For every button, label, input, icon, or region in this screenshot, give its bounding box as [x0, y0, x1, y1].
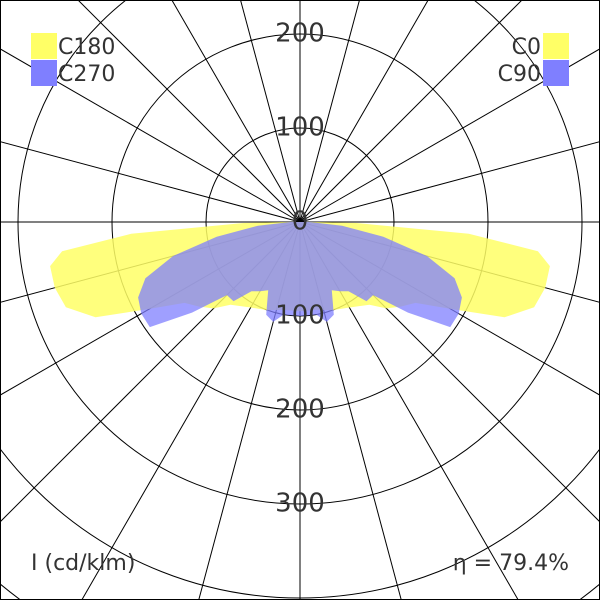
ring-label: 200: [275, 395, 325, 425]
grid-circle: [17, 1, 583, 505]
series-polygon-1: [138, 222, 462, 328]
legend-swatch-c270: [31, 60, 57, 86]
radial-grid-line: [81, 221, 301, 599]
radial-grid-line: [299, 221, 402, 599]
series-layer: [50, 222, 550, 328]
legend-right: C0 C90: [498, 33, 569, 87]
ring-label: 100: [275, 113, 325, 143]
legend-label-c180: C180: [58, 35, 115, 60]
ring-label: 300: [275, 489, 325, 519]
radial-grid-line: [299, 141, 599, 223]
radial-grid-line: [171, 1, 301, 223]
legend-swatch-c0: [543, 33, 569, 59]
radial-grid-line: [299, 1, 522, 223]
unit-label: I (cd/klm): [31, 551, 135, 576]
ring-labels: 200 100 0 100 200 300: [275, 19, 325, 519]
efficiency-label: η = 79.4%: [453, 551, 569, 576]
legend-label-c90: C90: [498, 62, 541, 87]
legend-label-c270: C270: [58, 62, 115, 87]
ring-label: 100: [275, 301, 325, 331]
grid-circle: [111, 33, 489, 411]
radial-grid-line: [1, 141, 301, 223]
radial-grid-line: [78, 1, 301, 223]
radial-grid-line: [299, 221, 519, 599]
radial-grid-line: [1, 48, 301, 223]
radial-grid-line: [299, 1, 429, 223]
legend-label-c0: C0: [512, 35, 541, 60]
ring-label: 200: [275, 19, 325, 49]
radial-grid-line: [198, 221, 301, 599]
radial-grid-line: [299, 1, 360, 223]
legend-left: C180 C270: [31, 33, 115, 87]
ring-label: 0: [292, 207, 309, 237]
radial-grid-line: [299, 48, 599, 223]
radial-grid-line: [240, 1, 301, 223]
legend-swatch-c180: [31, 33, 57, 59]
legend-swatch-c90: [543, 60, 569, 86]
